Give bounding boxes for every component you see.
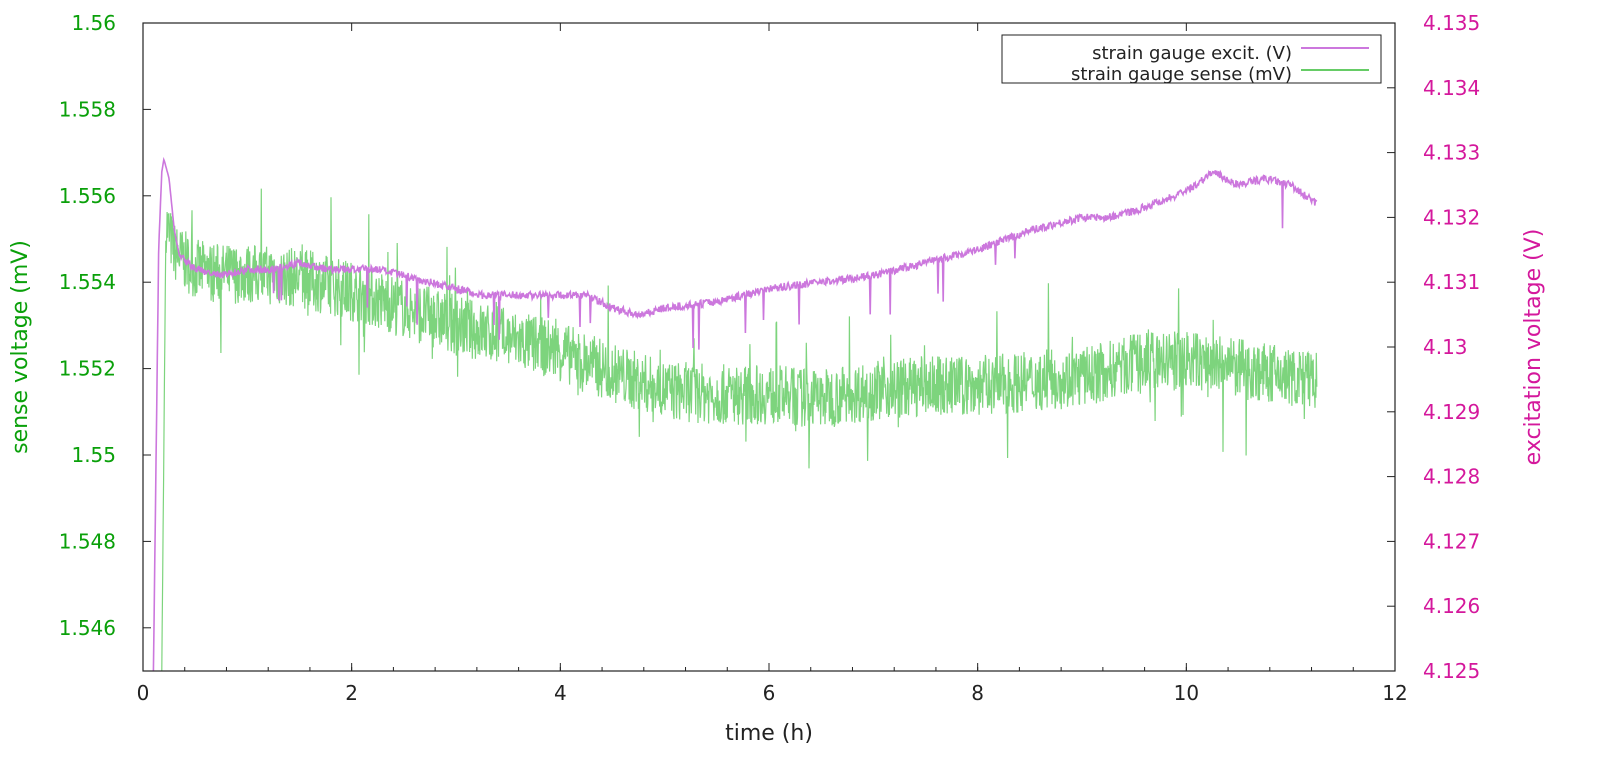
left-axis-title: sense voltage (mV)	[8, 240, 33, 454]
legend: strain gauge excit. (V) strain gauge sen…	[1001, 34, 1382, 85]
y-left-tick-label: 1.546	[59, 616, 116, 640]
tick-labels: 0 2 4 6 8 10 12 1.546 1.548 1.55 1.552 1.554 1.556 1.…	[59, 11, 1481, 705]
y-left-tick-label: 1.548	[59, 529, 116, 553]
y-right-tick-label: 4.128	[1423, 465, 1480, 489]
legend-label-excitation: strain gauge excit. (V)	[1092, 43, 1292, 64]
x-tick-label: 4	[554, 681, 567, 705]
y-right-tick-label: 4.132	[1423, 205, 1480, 229]
series-layer	[152, 156, 1318, 672]
x-axis-title: time (h)	[725, 721, 813, 746]
series-line-excitation	[152, 156, 1318, 672]
x-tick-label: 0	[137, 681, 150, 705]
right-axis-title: excitation voltage (V)	[1521, 229, 1546, 466]
legend-label-sense: strain gauge sense (mV)	[1071, 64, 1292, 85]
y-right-tick-label: 4.131	[1423, 270, 1480, 294]
y-right-tick-label: 4.126	[1423, 594, 1480, 618]
y-right-tick-label: 4.133	[1423, 141, 1480, 165]
x-tick-label: 12	[1382, 681, 1407, 705]
y-right-tick-label: 4.13	[1423, 335, 1468, 359]
legend-box	[1001, 34, 1382, 84]
y-left-tick-label: 1.556	[59, 184, 116, 208]
y-left-tick-label: 1.558	[59, 97, 116, 121]
plot-frame	[142, 22, 1396, 672]
y-right-tick-label: 4.127	[1423, 529, 1480, 553]
y-left-tick-label: 1.554	[59, 270, 116, 294]
tick-marks	[142, 22, 1396, 672]
series-line-sense	[161, 188, 1318, 672]
x-tick-label: 6	[763, 681, 776, 705]
y-right-tick-label: 4.129	[1423, 400, 1480, 424]
y-left-tick-label: 1.56	[71, 11, 116, 35]
y-left-tick-label: 1.552	[59, 357, 116, 381]
y-right-tick-label: 4.134	[1423, 76, 1480, 100]
x-tick-label: 10	[1174, 681, 1199, 705]
y-right-tick-label: 4.135	[1423, 11, 1480, 35]
x-tick-label: 2	[345, 681, 358, 705]
y-left-tick-label: 1.55	[71, 443, 116, 467]
y-right-tick-label: 4.125	[1423, 659, 1480, 683]
x-tick-label: 8	[971, 681, 984, 705]
